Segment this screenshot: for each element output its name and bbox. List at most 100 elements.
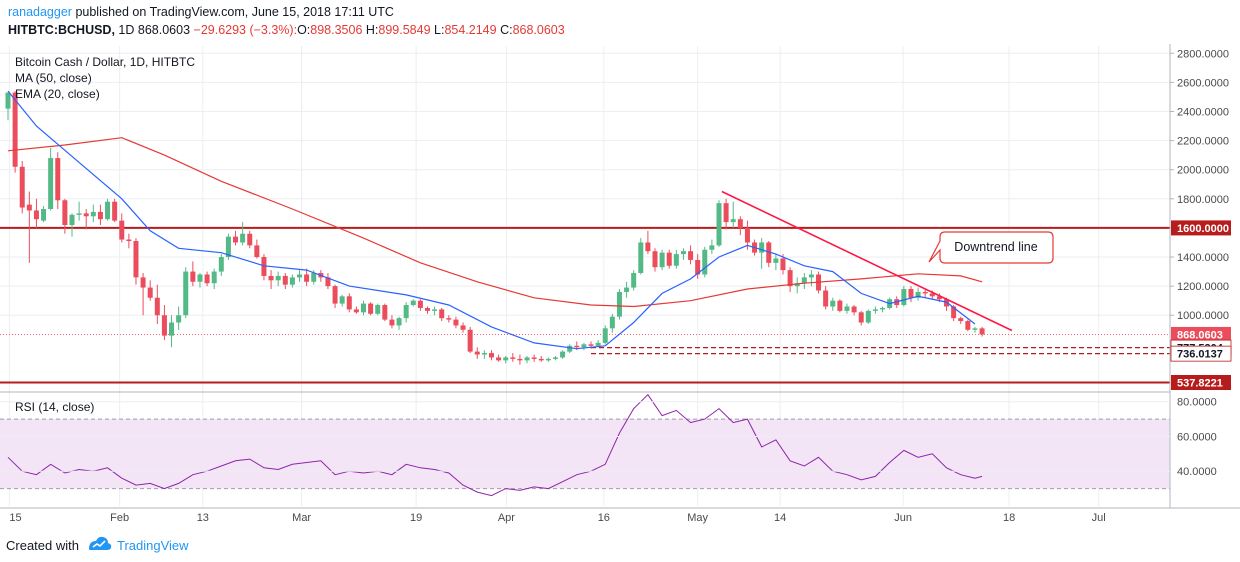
candle[interactable]	[410, 299, 416, 307]
candle[interactable]	[105, 198, 111, 221]
candle[interactable]	[773, 254, 779, 271]
candle[interactable]	[233, 230, 239, 246]
candle[interactable]	[183, 267, 189, 319]
tradingview-logo-icon[interactable]	[87, 534, 113, 552]
downtrend-callout[interactable]: Downtrend line	[928, 231, 1054, 264]
candle[interactable]	[474, 347, 480, 359]
candle[interactable]	[140, 273, 146, 316]
candle[interactable]	[531, 354, 537, 362]
candle[interactable]	[567, 344, 573, 354]
candle[interactable]	[90, 204, 96, 223]
candle[interactable]	[346, 293, 352, 313]
candle[interactable]	[297, 270, 303, 282]
candle[interactable]	[602, 325, 608, 345]
candle[interactable]	[247, 230, 253, 249]
candle[interactable]	[659, 249, 665, 271]
candle[interactable]	[268, 270, 274, 290]
candle[interactable]	[624, 281, 630, 298]
candle[interactable]	[119, 213, 125, 243]
candle[interactable]	[851, 305, 857, 316]
candle[interactable]	[695, 254, 701, 279]
tradingview-link[interactable]: TradingView	[117, 538, 189, 553]
candle[interactable]	[958, 316, 964, 324]
candle[interactable]	[169, 315, 175, 348]
candle[interactable]	[716, 200, 722, 247]
candle[interactable]	[112, 198, 118, 223]
candle[interactable]	[979, 326, 985, 337]
candle[interactable]	[12, 91, 18, 173]
candle[interactable]	[823, 286, 829, 310]
candle[interactable]	[133, 238, 139, 285]
candle[interactable]	[204, 271, 210, 287]
candle[interactable]	[254, 239, 260, 259]
candle[interactable]	[154, 284, 160, 324]
candle[interactable]	[652, 248, 658, 272]
candle[interactable]	[538, 355, 544, 362]
candle[interactable]	[460, 322, 466, 333]
candle[interactable]	[645, 230, 651, 255]
candle[interactable]	[332, 284, 338, 308]
candle[interactable]	[403, 302, 409, 323]
candle[interactable]	[609, 313, 615, 333]
candle[interactable]	[453, 316, 459, 329]
candle[interactable]	[325, 273, 331, 290]
candle[interactable]	[26, 191, 32, 263]
candle[interactable]	[830, 297, 836, 311]
candle[interactable]	[41, 206, 47, 223]
candle[interactable]	[289, 274, 295, 288]
candle[interactable]	[759, 238, 765, 269]
candle[interactable]	[503, 355, 509, 364]
candle[interactable]	[147, 280, 153, 301]
candle[interactable]	[5, 92, 11, 121]
candle[interactable]	[560, 350, 566, 359]
candle[interactable]	[417, 299, 423, 311]
candle[interactable]	[218, 254, 224, 276]
candle[interactable]	[161, 305, 167, 340]
candle[interactable]	[552, 355, 558, 361]
candle[interactable]	[467, 326, 473, 354]
candle[interactable]	[872, 306, 878, 314]
candle[interactable]	[794, 277, 800, 294]
candle[interactable]	[808, 270, 814, 287]
candle[interactable]	[375, 303, 381, 316]
candle[interactable]	[432, 306, 438, 316]
candle[interactable]	[190, 261, 196, 287]
candle[interactable]	[908, 286, 914, 303]
candle[interactable]	[901, 286, 907, 307]
candle[interactable]	[730, 201, 736, 228]
author-link[interactable]: ranadagger	[8, 5, 72, 19]
candle[interactable]	[19, 160, 25, 214]
candle[interactable]	[481, 350, 487, 359]
candle[interactable]	[524, 355, 530, 364]
candle[interactable]	[282, 273, 288, 290]
candle[interactable]	[197, 273, 203, 288]
candle[interactable]	[488, 350, 494, 361]
candle[interactable]	[225, 233, 231, 260]
candle[interactable]	[709, 239, 715, 255]
candle[interactable]	[922, 289, 928, 298]
candle[interactable]	[837, 299, 843, 313]
candle[interactable]	[737, 216, 743, 236]
candle[interactable]	[446, 315, 452, 323]
candle[interactable]	[83, 208, 89, 230]
candle[interactable]	[76, 201, 82, 221]
candle[interactable]	[424, 306, 430, 314]
candle[interactable]	[69, 213, 75, 237]
candle[interactable]	[688, 245, 694, 265]
candle[interactable]	[517, 354, 523, 365]
candle[interactable]	[702, 246, 708, 278]
candle[interactable]	[368, 302, 374, 316]
candle[interactable]	[666, 249, 672, 269]
candle[interactable]	[858, 310, 864, 326]
candle[interactable]	[275, 271, 281, 287]
candle[interactable]	[510, 353, 516, 362]
candle[interactable]	[33, 198, 39, 228]
candle[interactable]	[126, 233, 132, 249]
chart-svg[interactable]: Downtrend line 2800.0000 2600.0000 2400.00…	[0, 44, 1240, 530]
candle[interactable]	[723, 198, 729, 230]
candle[interactable]	[396, 316, 402, 330]
candle[interactable]	[581, 342, 587, 351]
candle[interactable]	[680, 248, 686, 260]
candle[interactable]	[62, 198, 68, 234]
candle[interactable]	[304, 268, 310, 287]
